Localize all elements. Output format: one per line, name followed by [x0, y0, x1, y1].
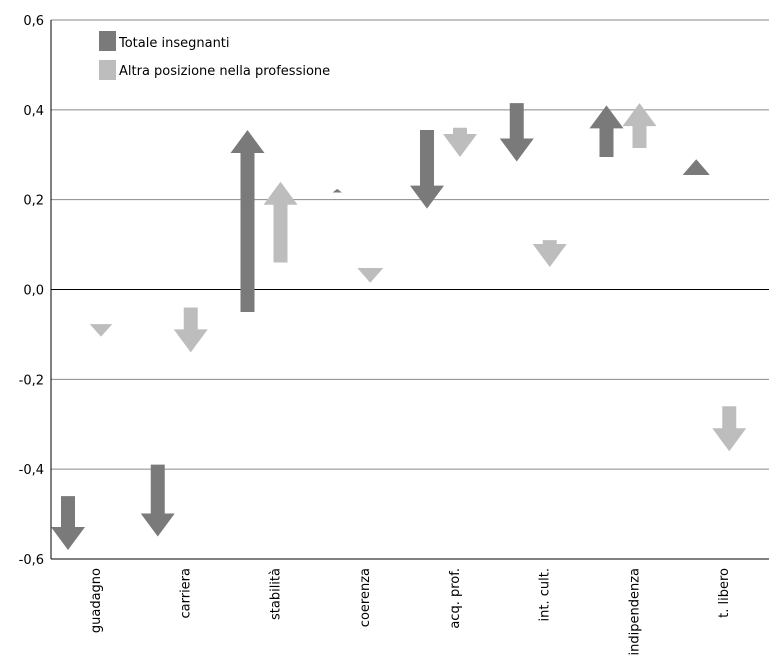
x-category-label: acq. prof. — [448, 568, 463, 629]
arrow-totale-insegnanti — [332, 188, 342, 193]
arrow-altra-posizione — [173, 307, 208, 353]
arrow-altra-posizione — [532, 240, 567, 268]
legend-swatch-altra — [99, 60, 116, 80]
x-category-label: stabilità — [268, 568, 283, 620]
x-category-label: guadagno — [89, 568, 104, 633]
legend-label-altra: Altra posizione nella professione — [119, 64, 330, 79]
arrow-totale-insegnanti — [682, 159, 710, 175]
arrow-totale-insegnanti — [51, 496, 85, 551]
legend-swatch-totale — [99, 31, 116, 51]
arrow-altra-posizione — [443, 127, 477, 157]
arrow-altra-posizione — [712, 406, 747, 452]
y-tick-label: 0,6 — [23, 14, 44, 29]
x-category-label: int. cult. — [538, 568, 553, 621]
x-category-label: t. libero — [717, 568, 732, 618]
x-category-label: carriera — [179, 568, 194, 619]
y-tick-label: 0,2 — [23, 194, 44, 209]
x-category-label: coerenza — [358, 568, 373, 627]
gridlines — [51, 19, 769, 560]
arrow-totale-insegnanti — [410, 130, 444, 209]
legend: Totale insegnanti Altra posizione nella … — [99, 31, 330, 80]
y-tick-label: -0,6 — [19, 553, 44, 568]
x-category-label: indipendenza — [627, 568, 642, 655]
y-tick-label: -0,2 — [19, 373, 44, 388]
legend-label-totale: Totale insegnanti — [118, 36, 230, 51]
y-tick-labels: 0,6 0,4 0,2 0,0 -0,2 -0,4 -0,6 — [19, 14, 44, 568]
arrow-totale-insegnanti — [499, 103, 534, 162]
arrow-totale-insegnanti — [140, 464, 175, 537]
arrow-altra-posizione — [622, 103, 657, 149]
x-category-labels: guadagno carriera stabilità coerenza acq. pr… — [89, 568, 732, 656]
arrow-totale-insegnanti — [589, 105, 624, 157]
y-tick-label: -0,4 — [19, 463, 44, 478]
arrow-altra-posizione — [263, 181, 298, 263]
arrow-altra-posizione — [357, 267, 384, 283]
y-tick-label: 0,4 — [23, 104, 44, 119]
y-tick-label: 0,0 — [23, 284, 44, 299]
arrow-totale-insegnanti — [230, 130, 265, 312]
arrow-altra-posizione — [89, 324, 113, 337]
arrow-marks — [51, 103, 747, 551]
